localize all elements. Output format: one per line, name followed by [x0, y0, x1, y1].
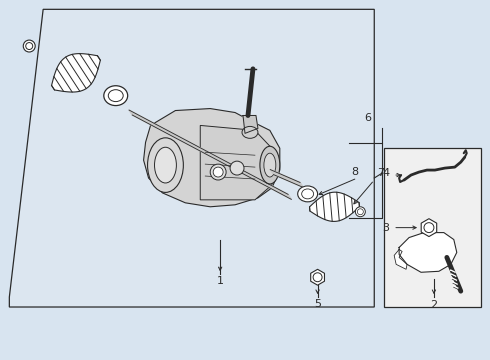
Circle shape	[210, 164, 226, 180]
Ellipse shape	[154, 147, 176, 183]
Text: 1: 1	[217, 276, 223, 286]
Circle shape	[26, 42, 33, 50]
Ellipse shape	[298, 186, 318, 202]
Circle shape	[230, 161, 244, 175]
Circle shape	[424, 223, 434, 233]
Polygon shape	[421, 219, 437, 237]
Circle shape	[23, 40, 35, 52]
Ellipse shape	[147, 138, 183, 192]
Polygon shape	[399, 233, 457, 272]
Text: 4: 4	[382, 168, 389, 178]
Ellipse shape	[264, 153, 276, 177]
Text: 7: 7	[377, 168, 384, 178]
Polygon shape	[243, 116, 258, 133]
Text: 8: 8	[351, 167, 358, 177]
Text: 3: 3	[382, 222, 389, 233]
Polygon shape	[51, 54, 100, 92]
Ellipse shape	[302, 189, 314, 199]
Text: 2: 2	[430, 300, 438, 310]
Polygon shape	[310, 192, 360, 221]
Polygon shape	[384, 148, 481, 307]
Polygon shape	[129, 110, 292, 199]
Polygon shape	[144, 109, 280, 207]
Polygon shape	[9, 9, 374, 307]
Polygon shape	[311, 269, 324, 285]
Text: 6: 6	[364, 113, 371, 123]
Circle shape	[357, 209, 363, 215]
Text: 5: 5	[314, 299, 321, 309]
Ellipse shape	[242, 126, 258, 138]
Circle shape	[313, 273, 322, 282]
Polygon shape	[270, 170, 303, 188]
Polygon shape	[200, 125, 272, 200]
Ellipse shape	[104, 86, 128, 105]
Circle shape	[355, 207, 366, 217]
Ellipse shape	[108, 90, 123, 102]
Ellipse shape	[260, 146, 280, 184]
Circle shape	[213, 167, 223, 177]
Polygon shape	[394, 249, 407, 269]
